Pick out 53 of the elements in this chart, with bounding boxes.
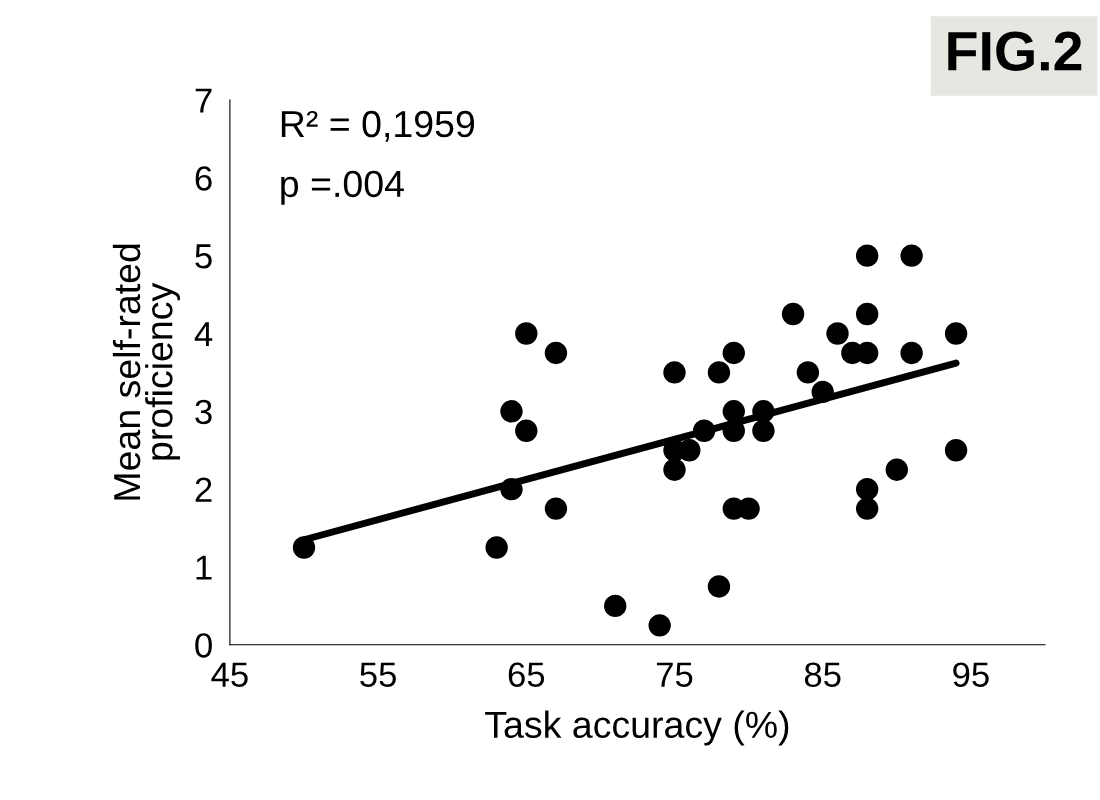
y-tick-label: 7 bbox=[195, 88, 212, 113]
point bbox=[707, 361, 731, 384]
y-axis-title: Mean self-rated proficiency bbox=[112, 244, 181, 500]
point bbox=[855, 244, 879, 267]
x-tick-label: 55 bbox=[360, 662, 396, 687]
point bbox=[544, 341, 568, 365]
chart-title: FIG.2 bbox=[948, 31, 1082, 71]
point bbox=[544, 497, 568, 520]
point bbox=[752, 400, 775, 423]
point bbox=[485, 536, 508, 559]
x-tick-label: 95 bbox=[953, 662, 989, 687]
point bbox=[900, 244, 923, 267]
point bbox=[900, 341, 923, 365]
point bbox=[515, 419, 538, 442]
point bbox=[944, 322, 968, 345]
y-tick-label: 5 bbox=[195, 244, 212, 269]
point bbox=[722, 341, 745, 365]
point bbox=[500, 400, 523, 423]
point bbox=[500, 477, 523, 501]
y-tick-label: 2 bbox=[195, 477, 212, 502]
x-tick-label: 75 bbox=[656, 662, 693, 687]
point bbox=[855, 497, 879, 520]
x-tick-label: 85 bbox=[804, 662, 841, 687]
x-tick-label: 65 bbox=[508, 662, 545, 687]
annotation: p =.004 bbox=[281, 170, 404, 205]
point bbox=[885, 458, 908, 481]
point bbox=[811, 380, 834, 404]
point bbox=[692, 419, 716, 442]
y-tick-label: 3 bbox=[195, 399, 212, 425]
point bbox=[781, 302, 805, 326]
y-tick-label: 1 bbox=[196, 555, 212, 580]
point bbox=[855, 302, 879, 326]
point bbox=[826, 322, 849, 345]
point bbox=[944, 439, 968, 462]
y-tick-label: 0 bbox=[195, 633, 212, 658]
point bbox=[722, 419, 745, 442]
point bbox=[663, 458, 686, 481]
y-tick-label: 4 bbox=[194, 322, 213, 347]
x-tick-label: 45 bbox=[211, 662, 248, 687]
annotation: R² = 0,1959 bbox=[281, 110, 475, 142]
y-tick-label: 6 bbox=[195, 166, 212, 191]
point bbox=[292, 536, 316, 559]
point bbox=[796, 361, 820, 384]
point bbox=[604, 594, 627, 618]
point bbox=[752, 419, 775, 442]
point bbox=[855, 477, 879, 501]
point bbox=[707, 575, 731, 598]
point bbox=[515, 322, 538, 345]
x-axis-title: Task accuracy (%) bbox=[485, 710, 789, 746]
point bbox=[663, 361, 686, 384]
point bbox=[678, 439, 701, 462]
point bbox=[648, 614, 671, 637]
point bbox=[722, 400, 745, 423]
